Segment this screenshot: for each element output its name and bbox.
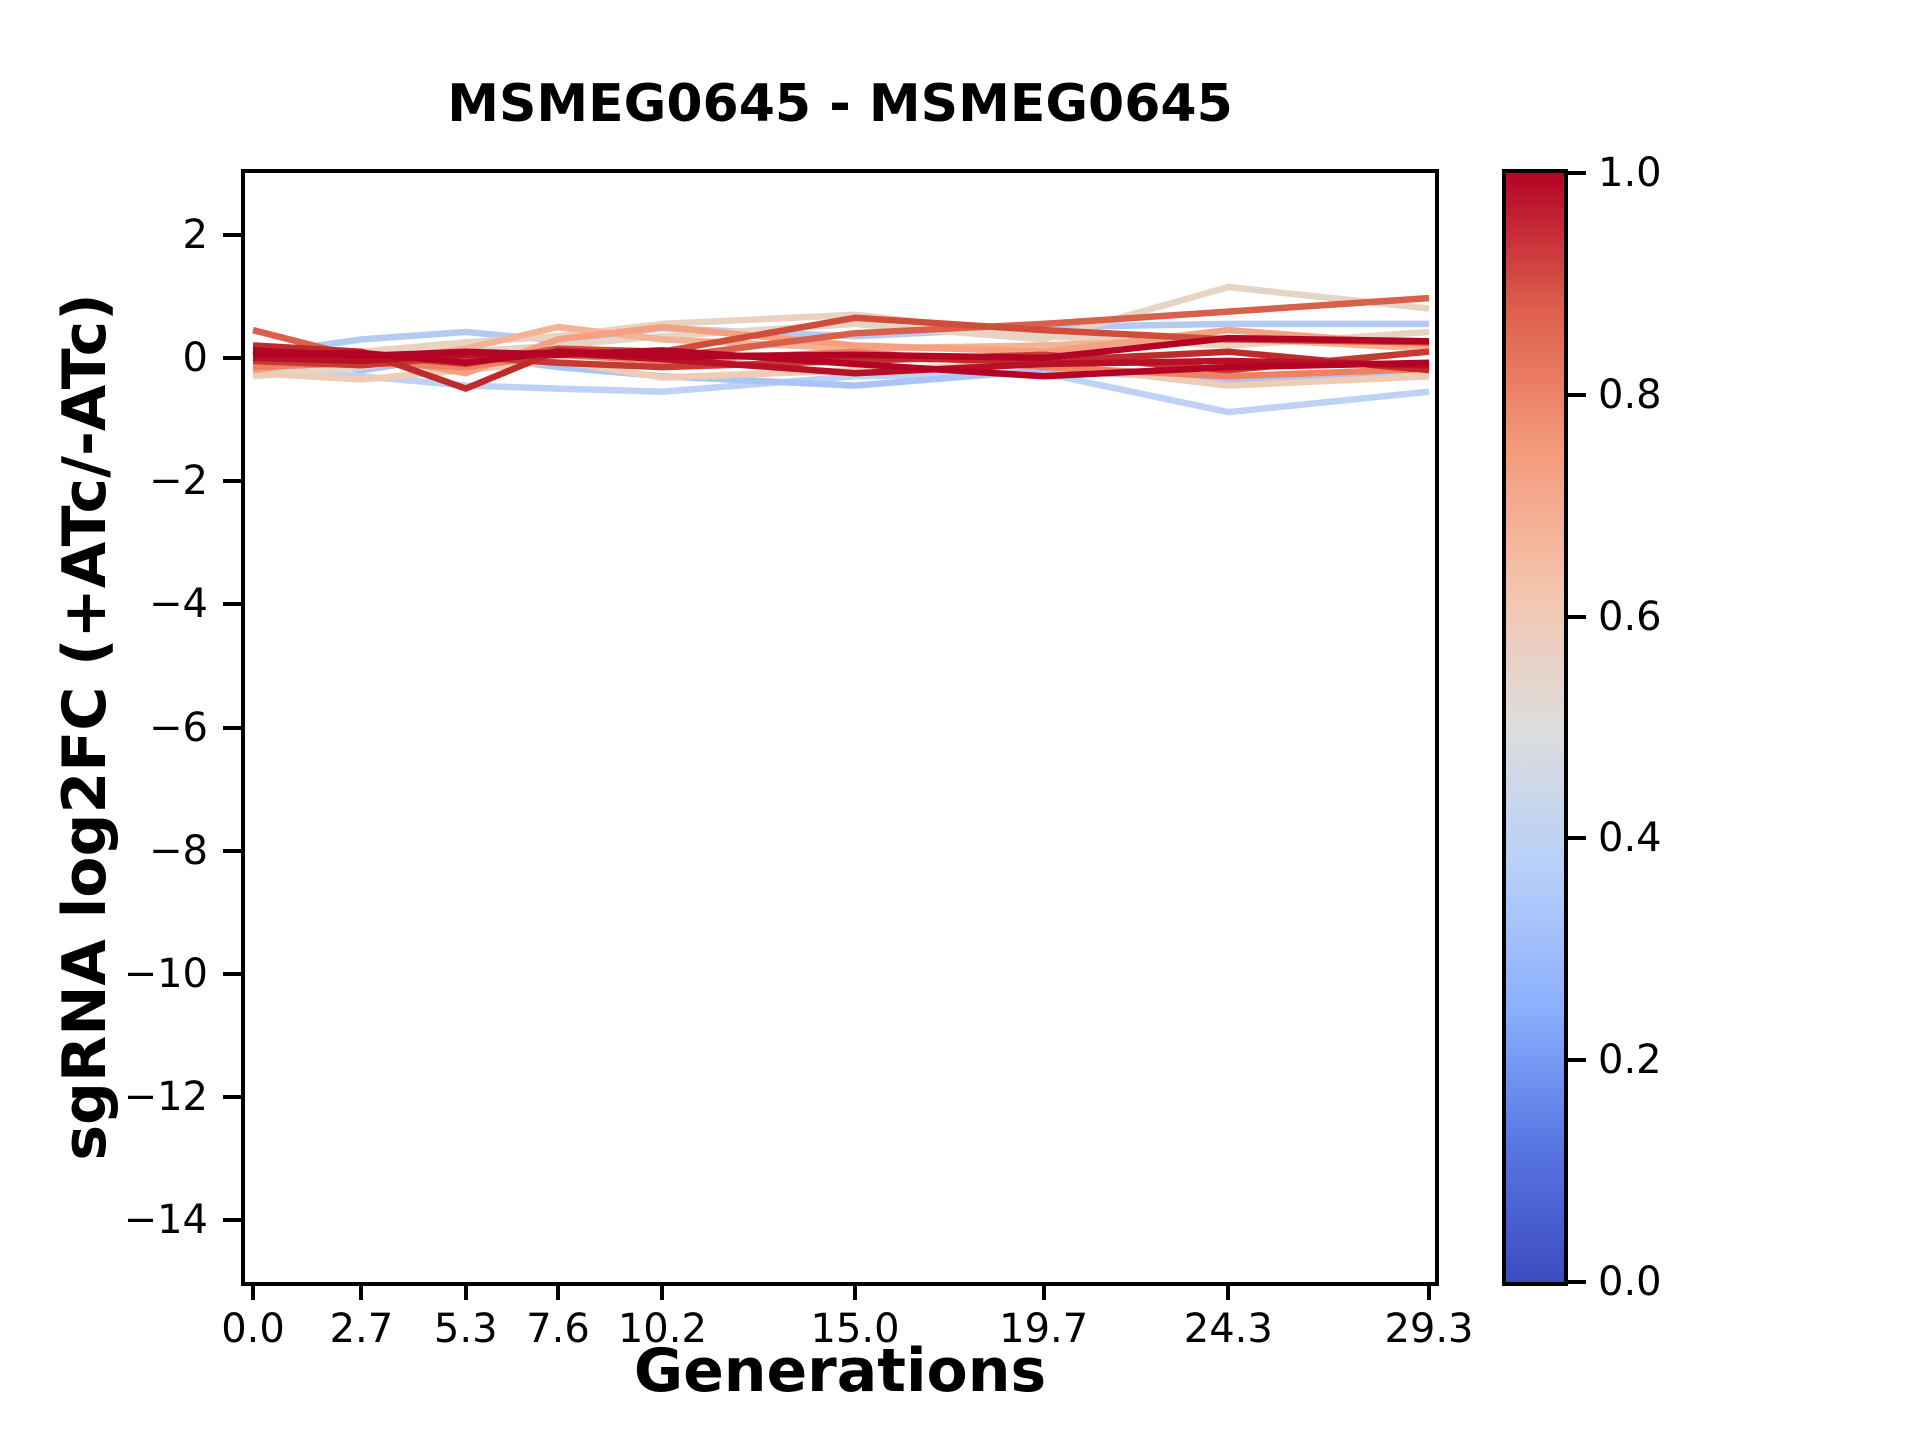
colorbar-tick-mark <box>1568 1058 1586 1063</box>
colorbar-tick-label: 0.2 <box>1598 1037 1662 1084</box>
y-tick-label: −6 <box>149 704 208 751</box>
x-axis-label: Generations <box>633 1336 1047 1406</box>
colorbar-tick-mark <box>1568 614 1586 619</box>
y-tick-mark <box>223 232 241 237</box>
y-tick-label: −10 <box>123 950 208 997</box>
y-tick-mark <box>223 848 241 853</box>
x-tick-mark <box>463 1282 468 1300</box>
x-tick-label: 24.3 <box>1183 1306 1273 1352</box>
y-tick-mark <box>223 1218 241 1223</box>
y-tick-label: −4 <box>149 581 208 628</box>
x-tick-mark <box>853 1282 858 1300</box>
y-tick-mark <box>223 725 241 730</box>
y-tick-mark <box>223 1095 241 1100</box>
y-tick-label: 0 <box>182 334 208 381</box>
y-tick-mark <box>223 479 241 484</box>
colorbar-tick-label: 1.0 <box>1598 150 1662 196</box>
colorbar-tick-label: 0.4 <box>1598 815 1662 862</box>
sgrna-line-series <box>252 334 1430 367</box>
colorbar-tick-label: 0.0 <box>1598 1259 1662 1305</box>
x-tick-label: 19.7 <box>999 1306 1089 1352</box>
sgrna-line-series <box>252 357 1430 389</box>
x-tick-mark <box>1226 1282 1231 1300</box>
x-tick-mark <box>251 1282 256 1300</box>
colorbar-tick-label: 0.8 <box>1598 371 1662 418</box>
x-tick-mark <box>1426 1282 1431 1300</box>
x-tick-label: 0.0 <box>221 1306 285 1352</box>
colorbar-tick-mark <box>1568 836 1586 841</box>
x-tick-mark <box>359 1282 364 1300</box>
y-tick-label: −12 <box>123 1074 208 1121</box>
y-tick-label: 2 <box>182 211 208 258</box>
y-tick-label: −8 <box>149 827 208 874</box>
colorbar-tick-mark <box>1568 392 1586 397</box>
y-tick-mark <box>223 602 241 607</box>
y-tick-label: −2 <box>149 458 208 505</box>
y-tick-mark <box>223 971 241 976</box>
x-tick-label: 29.3 <box>1384 1306 1474 1352</box>
y-tick-label: −14 <box>123 1197 208 1244</box>
x-tick-label: 15.0 <box>810 1306 900 1352</box>
line-chart <box>252 283 1430 416</box>
x-tick-label: 7.6 <box>526 1306 590 1352</box>
y-tick-mark <box>223 355 241 360</box>
colorbar-tick-label: 0.6 <box>1598 593 1662 640</box>
x-tick-mark <box>1041 1282 1046 1300</box>
x-tick-mark <box>556 1282 561 1300</box>
colorbar-tick-mark <box>1568 1280 1586 1284</box>
colorbar-tick-mark <box>1568 171 1586 175</box>
y-axis-label: sgRNA log2FC (+ATc/-ATc) <box>50 293 120 1161</box>
x-tick-label: 10.2 <box>617 1306 707 1352</box>
x-tick-label: 5.3 <box>433 1306 498 1352</box>
chart-title: MSMEG0645 - MSMEG0645 <box>447 74 1233 134</box>
x-tick-mark <box>660 1282 665 1300</box>
colorbar <box>1502 169 1568 1286</box>
x-tick-label: 2.7 <box>329 1306 394 1352</box>
